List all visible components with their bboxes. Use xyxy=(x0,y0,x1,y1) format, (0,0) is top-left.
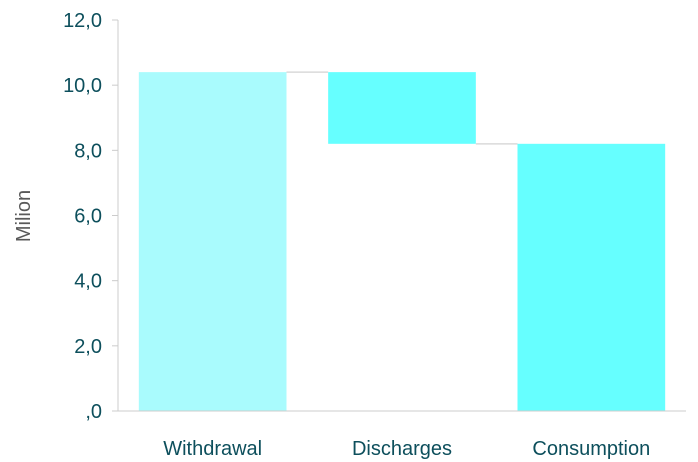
y-tick-label: 10,0 xyxy=(63,75,102,97)
y-axis-label: Milion xyxy=(13,190,35,242)
y-tick-label: ,0 xyxy=(85,401,102,423)
y-tick-label: 4,0 xyxy=(74,271,102,293)
bar-consumption xyxy=(517,143,666,412)
y-tick-label: 8,0 xyxy=(74,140,102,162)
y-tick-label: 6,0 xyxy=(74,206,102,228)
x-tick-label: Withdrawal xyxy=(163,438,262,460)
connectors-group xyxy=(286,71,518,145)
bar-discharges xyxy=(328,72,476,144)
bar-withdrawal xyxy=(138,72,287,411)
y-tick-label: 2,0 xyxy=(74,336,102,358)
x-tick-labels: Withdrawal Discharges Consumption xyxy=(163,438,650,460)
y-tick-label: 12,0 xyxy=(63,10,102,32)
x-tick-label: Discharges xyxy=(352,438,452,460)
x-tick-label: Consumption xyxy=(532,438,650,460)
y-tick-labels: ,0 2,0 4,0 6,0 8,0 10,0 12,0 xyxy=(63,10,118,423)
bars-group xyxy=(138,72,666,412)
